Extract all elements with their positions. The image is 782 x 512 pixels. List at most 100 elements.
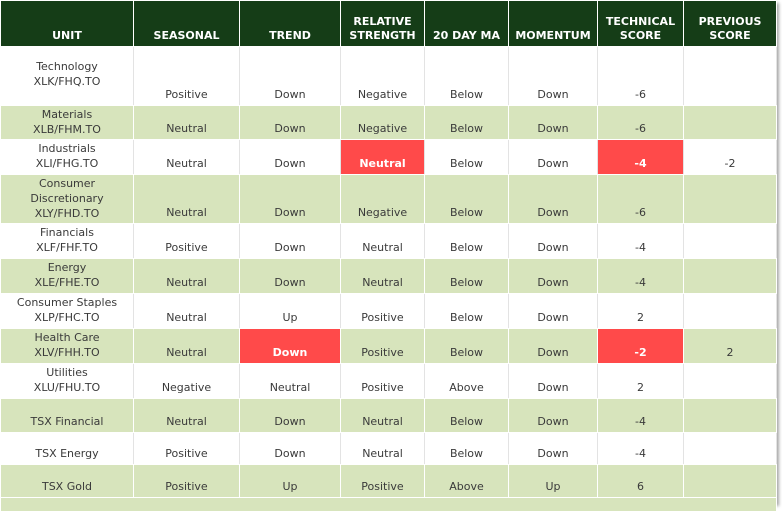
- trend-cell: Down: [239, 258, 341, 294]
- unit-cell: Consumer Staples XLP/FHC.TO: [0, 293, 134, 329]
- momentum-cell: Down: [508, 105, 598, 140]
- ma20-cell: Below: [424, 174, 509, 224]
- unit-name: Industrials: [38, 142, 96, 155]
- relative-strength-cell: Positive: [340, 363, 425, 399]
- trend-cell: Down: [239, 139, 341, 175]
- trend-cell: Up: [239, 464, 341, 498]
- momentum-cell: Down: [508, 328, 598, 364]
- header-previous-score: PREVIOUS SCORE: [683, 0, 777, 47]
- seasonal-cell: Neutral: [133, 293, 240, 329]
- table-row: Industrials XLI/FHG.TO Neutral Down Neut…: [0, 139, 777, 175]
- unit-ticker: XLP/FHC.TO: [34, 311, 100, 324]
- unit-name: Technology: [36, 60, 98, 73]
- unit-cell: Financials XLF/FHF.TO: [0, 223, 134, 259]
- unit-ticker: XLV/FHH.TO: [34, 346, 100, 359]
- unit-ticker: XLB/FHM.TO: [33, 123, 101, 136]
- table-row: Consumer Discretionary XLY/FHD.TO Neutra…: [0, 174, 777, 224]
- ma20-cell: Below: [424, 223, 509, 259]
- ma20-cell: Below: [424, 139, 509, 175]
- previous-score-cell: [683, 223, 777, 259]
- unit-ticker: XLI/FHG.TO: [35, 157, 99, 170]
- header-row: UNIT SEASONAL TREND RELATIVE STRENGTH 20…: [0, 0, 777, 47]
- relative-strength-cell: Negative: [340, 174, 425, 224]
- unit-cell: Materials XLB/FHM.TO: [0, 105, 134, 140]
- unit-cell: TSX Financial: [0, 398, 134, 433]
- unit-cell: Industrials XLI/FHG.TO: [0, 139, 134, 175]
- previous-score-cell: [683, 432, 777, 465]
- table-row: Health Care XLV/FHH.TO Neutral Down Posi…: [0, 328, 777, 364]
- trend-cell: Down: [239, 46, 341, 106]
- table-row: TSX Energy Positive Down Neutral Below D…: [0, 432, 777, 465]
- technical-score-cell: -4: [597, 223, 684, 259]
- table-row: Energy XLE/FHE.TO Neutral Down Neutral B…: [0, 258, 777, 294]
- seasonal-cell: Negative: [133, 363, 240, 399]
- table-row: Materials XLB/FHM.TO Neutral Down Negati…: [0, 105, 777, 140]
- header-technical-score: TECHNICAL SCORE: [597, 0, 684, 47]
- seasonal-cell: Neutral: [133, 139, 240, 175]
- previous-score-cell: 2: [683, 328, 777, 364]
- trend-cell: Down: [239, 174, 341, 224]
- unit-name: Financials: [40, 226, 94, 239]
- momentum-cell: Down: [508, 398, 598, 433]
- seasonal-cell: Neutral: [133, 258, 240, 294]
- ma20-cell: Below: [424, 258, 509, 294]
- relative-strength-cell: Neutral: [340, 398, 425, 433]
- unit-ticker: XLU/FHU.TO: [33, 381, 101, 394]
- relative-strength-cell: Positive: [340, 293, 425, 329]
- unit-ticker: XLY/FHD.TO: [34, 207, 100, 220]
- trend-cell: Neutral: [239, 363, 341, 399]
- momentum-cell: Down: [508, 46, 598, 106]
- ma20-cell: Below: [424, 328, 509, 364]
- unit-cell: Energy XLE/FHE.TO: [0, 258, 134, 294]
- technical-score-cell: 6: [597, 464, 684, 498]
- relative-strength-cell: Negative: [340, 105, 425, 140]
- unit-name: Consumer Staples: [16, 296, 118, 309]
- technical-score-cell: 2: [597, 293, 684, 329]
- ma20-cell: Below: [424, 398, 509, 433]
- seasonal-cell: Positive: [133, 464, 240, 498]
- previous-score-cell: [683, 46, 777, 106]
- table-row: Utilities XLU/FHU.TO Negative Neutral Po…: [0, 363, 777, 399]
- table-row: TSX Financial Neutral Down Neutral Below…: [0, 398, 777, 433]
- table-footer-stripe: [0, 497, 777, 512]
- relative-strength-cell: Neutral: [340, 258, 425, 294]
- technical-score-cell: -4: [597, 258, 684, 294]
- relative-strength-cell: Positive: [340, 328, 425, 364]
- unit-ticker: XLF/FHF.TO: [36, 241, 98, 254]
- momentum-cell: Down: [508, 139, 598, 175]
- previous-score-cell: -2: [683, 139, 777, 175]
- trend-cell-highlighted: Down: [239, 328, 341, 364]
- seasonal-cell: Positive: [133, 432, 240, 465]
- ma20-cell: Below: [424, 293, 509, 329]
- previous-score-cell: [683, 464, 777, 498]
- momentum-cell: Up: [508, 464, 598, 498]
- technical-score-cell: -6: [597, 105, 684, 140]
- table-row: Financials XLF/FHF.TO Positive Down Neut…: [0, 223, 777, 259]
- momentum-cell: Down: [508, 258, 598, 294]
- unit-cell: Consumer Discretionary XLY/FHD.TO: [0, 174, 134, 224]
- ma20-cell: Below: [424, 432, 509, 465]
- seasonal-cell: Positive: [133, 46, 240, 106]
- relative-strength-cell: Neutral: [340, 223, 425, 259]
- relative-strength-cell: Neutral: [340, 432, 425, 465]
- ma20-cell: Above: [424, 464, 509, 498]
- relative-strength-cell: Positive: [340, 464, 425, 498]
- unit-name: Consumer: [38, 177, 96, 190]
- previous-score-cell: [683, 258, 777, 294]
- momentum-cell: Down: [508, 363, 598, 399]
- unit-ticker: XLE/FHE.TO: [34, 276, 100, 289]
- header-trend: TREND: [239, 0, 341, 47]
- unit-cell: Utilities XLU/FHU.TO: [0, 363, 134, 399]
- trend-cell: Down: [239, 223, 341, 259]
- technical-score-cell: 2: [597, 363, 684, 399]
- technical-score-cell: -4: [597, 398, 684, 433]
- header-relative-strength: RELATIVE STRENGTH: [340, 0, 425, 47]
- unit-cell: TSX Energy: [0, 432, 134, 465]
- seasonal-cell: Neutral: [133, 328, 240, 364]
- momentum-cell: Down: [508, 174, 598, 224]
- unit-cell: Health Care XLV/FHH.TO: [0, 328, 134, 364]
- header-20-day-ma: 20 DAY MA: [424, 0, 509, 47]
- momentum-cell: Down: [508, 432, 598, 465]
- trend-cell: Down: [239, 398, 341, 433]
